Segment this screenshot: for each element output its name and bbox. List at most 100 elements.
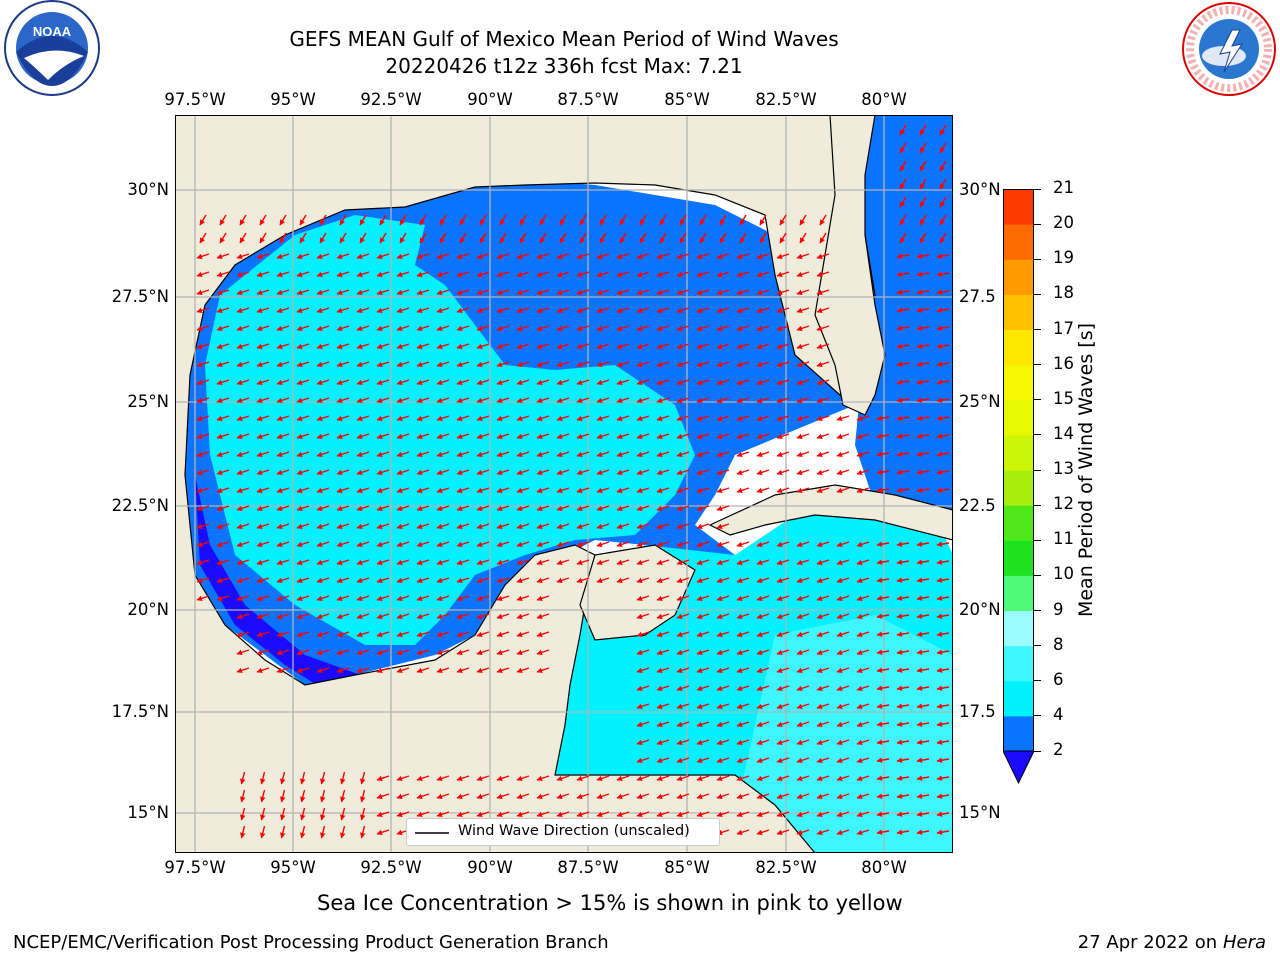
wind-wave-arrow [916,649,930,655]
wind-wave-arrow [736,415,750,422]
wind-wave-arrow [776,811,790,818]
wind-wave-arrow [436,307,450,314]
wind-wave-arrow [896,487,910,493]
wind-wave-arrow [299,214,307,226]
wind-wave-arrow [696,505,710,512]
noaa-logo: NOAA [4,0,100,96]
wind-wave-arrow [716,631,730,638]
wind-wave-arrow [896,379,910,385]
wind-wave-arrow [216,505,230,512]
wind-wave-arrow [639,232,647,244]
wind-wave-arrow [356,307,370,314]
wind-wave-arrow [656,289,670,296]
wind-wave-arrow [436,343,450,350]
wind-wave-arrow [936,685,950,691]
wind-wave-arrow [816,343,830,350]
wind-wave-arrow [676,649,690,656]
lon-tick-top: 95°W [270,90,316,109]
wind-wave-arrow [816,379,830,386]
wind-wave-arrow [916,757,930,763]
wind-wave-arrow [936,739,950,745]
wind-wave-arrow [916,541,930,547]
wind-wave-arrow [776,253,790,260]
wind-wave-arrow [736,379,750,386]
wind-wave-arrow [836,541,850,548]
wind-wave-arrow [939,142,947,154]
lon-tick-bottom: 85°W [664,858,710,877]
wind-wave-arrow [296,631,310,638]
wind-wave-arrow [360,771,366,785]
wind-wave-arrow [456,793,470,800]
wind-wave-arrow [596,487,610,494]
wind-wave-arrow [336,307,350,314]
wind-wave-arrow [676,469,690,476]
wind-wave-arrow [816,811,830,818]
wind-wave-arrow [576,325,590,332]
wind-wave-arrow [396,253,410,260]
wind-wave-arrow [616,271,630,278]
wind-wave-arrow [416,577,430,584]
wind-wave-arrow [736,361,750,368]
wind-wave-arrow [456,469,470,476]
wind-wave-arrow [796,829,810,836]
wind-wave-arrow [476,451,490,458]
wind-wave-arrow [336,361,350,368]
wind-wave-arrow [616,343,630,350]
wind-wave-arrow [496,451,510,458]
wind-wave-arrow [319,214,327,226]
wind-wave-arrow [916,361,930,367]
lon-tick-top: 90°W [467,90,513,109]
wind-wave-arrow [476,325,490,332]
wind-wave-arrow [736,703,750,710]
wind-wave-arrow [816,307,830,314]
wind-wave-arrow [416,649,430,656]
wind-wave-arrow [376,271,390,278]
wind-wave-arrow [776,793,790,800]
wind-wave-arrow [556,793,570,800]
wind-wave-arrow [576,289,590,296]
wind-wave-arrow [756,541,770,548]
wind-wave-arrow [756,595,770,602]
wind-wave-arrow [676,505,690,512]
wind-wave-arrow [776,433,790,440]
wind-wave-arrow [696,253,710,260]
wind-wave-arrow [316,271,330,278]
wind-wave-arrow [456,343,470,350]
wind-wave-arrow [676,757,690,764]
colorbar-tick-label: 2 [1053,740,1064,759]
wind-wave-arrow [716,739,730,746]
wind-wave-arrow [616,379,630,386]
wind-wave-arrow [876,685,890,691]
wind-wave-arrow [696,451,710,458]
wind-wave-arrow [296,271,310,278]
wind-wave-arrow [896,541,910,547]
colorbar-tick [1034,574,1041,576]
wind-wave-arrow [756,469,770,476]
wind-wave-arrow [716,523,730,530]
wind-wave-arrow [716,685,730,692]
wind-wave-arrow [919,214,927,226]
wind-wave-arrow [356,451,370,458]
wind-wave-arrow [236,469,250,476]
wind-wave-arrow [876,559,890,565]
wind-wave-arrow [899,142,907,154]
wind-wave-arrow [876,433,890,439]
wind-wave-arrow [456,775,470,782]
wind-wave-arrow [876,667,890,673]
wind-wave-arrow [796,757,810,764]
wind-wave-arrow [496,487,510,494]
wind-wave-arrow [756,253,770,260]
wind-wave-arrow [836,613,850,620]
wind-wave-arrow [596,577,610,584]
wind-wave-arrow [396,307,410,314]
wind-wave-arrow [736,433,750,440]
wind-wave-arrow [919,160,927,172]
wind-wave-arrow [596,379,610,386]
wind-wave-arrow [776,541,790,548]
wind-wave-arrow [456,325,470,332]
wind-wave-arrow [776,379,790,386]
wind-wave-arrow [456,289,470,296]
colorbar-tick-label: 17 [1053,318,1074,338]
wind-wave-arrow [436,811,450,818]
wind-wave-arrow [776,667,790,674]
